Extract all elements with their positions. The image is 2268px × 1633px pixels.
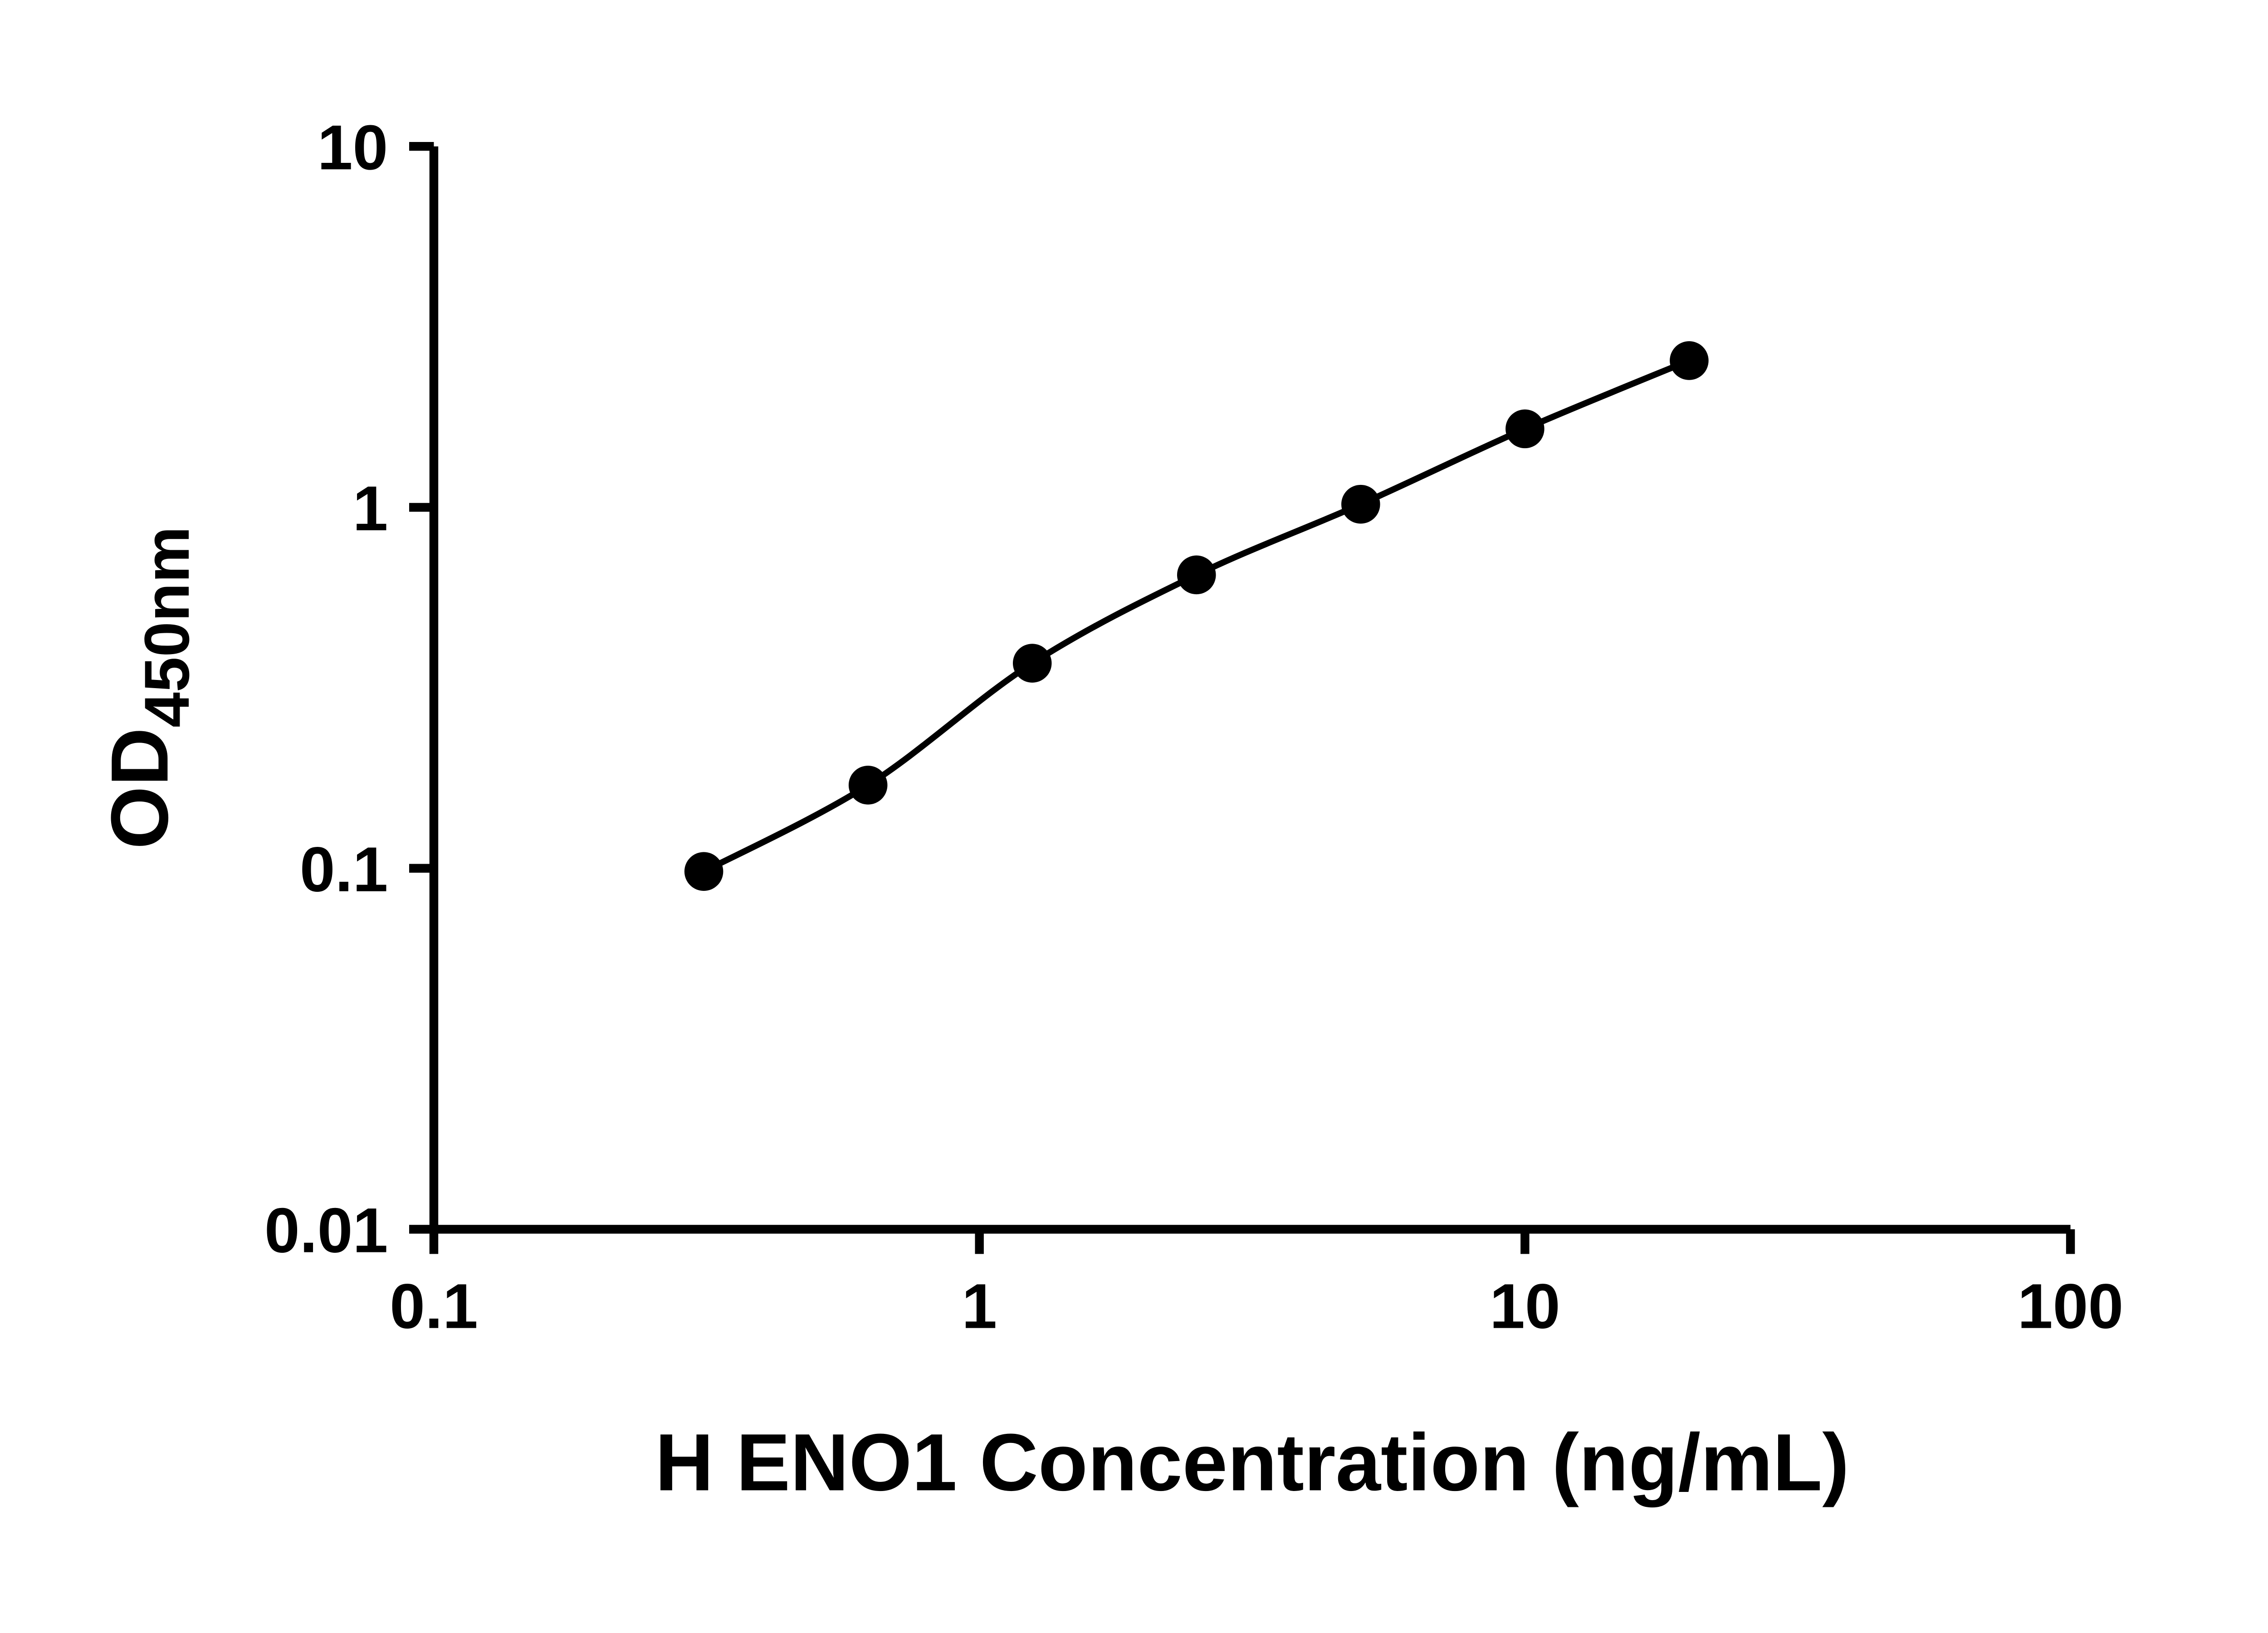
x-tick-label: 1 [962, 1271, 997, 1342]
x-tick-label: 100 [2018, 1271, 2124, 1342]
x-tick-label: 0.1 [390, 1271, 478, 1342]
data-point [1341, 484, 1380, 524]
data-point [1012, 644, 1052, 683]
y-axis-title-main: OD [94, 728, 185, 849]
data-point [684, 852, 723, 891]
x-tick-label: 10 [1490, 1271, 1560, 1342]
data-point [848, 766, 888, 805]
axis-lines [429, 146, 2071, 1234]
elisa-standard-curve-figure: 0.1 1 10 100 0.01 0.1 1 10 H ENO1 Concentration… [94, 112, 2124, 1508]
data-point [1670, 341, 1709, 380]
y-tick-label: 0.01 [264, 1194, 388, 1266]
data-point [1505, 409, 1545, 449]
x-axis-title: H ENO1 Concentration (ng/mL) [655, 1417, 1849, 1507]
data-point [1177, 555, 1216, 595]
y-axis-title-sub: 450nm [131, 526, 202, 727]
y-axis-title: OD450nm [94, 526, 202, 849]
y-tick-label: 0.1 [300, 834, 388, 905]
y-tick-label: 1 [353, 473, 388, 544]
y-tick-label: 10 [318, 112, 388, 183]
